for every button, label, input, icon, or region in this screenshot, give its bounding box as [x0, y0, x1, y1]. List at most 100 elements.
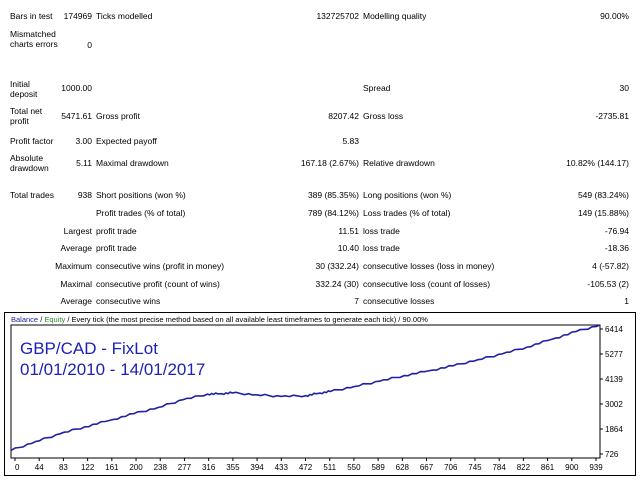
series-line-balance — [10, 324, 601, 452]
x-tick-label: 822 — [517, 463, 531, 472]
gross-profit-label: Gross profit — [96, 111, 140, 121]
balance-chart: Balance / Equity / Every tick (the most … — [4, 312, 636, 476]
spread-value: 30 — [619, 83, 629, 93]
largest-profit-label: profit trade — [96, 226, 137, 236]
average-loss-value: -18.36 — [604, 243, 629, 253]
modelling-quality-label: Modelling quality — [363, 11, 427, 21]
x-tick-label: 589 — [371, 463, 385, 472]
loss-trades-value: 149 (15.88%) — [577, 208, 629, 218]
legend-separator: / — [38, 315, 44, 324]
x-tick-label: 511 — [323, 463, 336, 472]
chart-header: Balance / Equity / Every tick (the most … — [11, 315, 428, 324]
x-tick-label: 433 — [275, 463, 289, 472]
total-trades-label: Total trades — [10, 190, 54, 200]
y-tick-label: 3002 — [605, 400, 623, 409]
bars-in-test-value: 174969 — [63, 11, 92, 21]
x-tick-label: 0 — [15, 463, 20, 472]
largest-profit-value: 11.51 — [338, 226, 359, 236]
maximum-wins-value: 30 (332.24) — [315, 261, 359, 271]
x-tick-label: 745 — [468, 463, 482, 472]
maximum-losses-label: consecutive losses (loss in money) — [363, 261, 495, 271]
maximal-label: Maximal — [60, 279, 92, 289]
ticks-modelled-value: 132725702 — [316, 11, 359, 21]
maximum-losses-value: 4 (-57.82) — [592, 261, 629, 271]
x-tick-label: 706 — [444, 463, 458, 472]
x-tick-label: 628 — [396, 463, 410, 472]
short-positions-label: Short positions (won %) — [96, 190, 186, 200]
x-tick-label: 900 — [565, 463, 579, 472]
profit-trades-label: Profit trades (% of total) — [96, 208, 186, 218]
gross-loss-label: Gross loss — [363, 111, 404, 121]
y-tick-label: 6414 — [605, 325, 623, 334]
maximal-drawdown-value: 167.18 (2.67%) — [300, 158, 359, 168]
chart-overlay-title: GBP/CAD - FixLot — [20, 339, 158, 358]
maximal-losses-label: consecutive loss (count of losses) — [363, 279, 491, 289]
bars-in-test-label: Bars in test — [10, 11, 53, 21]
short-positions-value: 389 (85.35%) — [307, 190, 359, 200]
x-tick-label: 44 — [35, 463, 44, 472]
x-tick-label: 122 — [81, 463, 95, 472]
maximal-losses-value: -105.53 (2) — [587, 279, 629, 289]
x-tick-label: 472 — [299, 463, 313, 472]
spread-label: Spread — [363, 83, 391, 93]
ticks-modelled-label: Ticks modelled — [96, 11, 153, 21]
balance-chart-svg: Balance / Equity / Every tick (the most … — [4, 312, 636, 476]
total-trades-value: 938 — [77, 190, 92, 200]
x-tick-label: 161 — [105, 463, 119, 472]
loss-trades-label: Loss trades (% of total) — [363, 208, 451, 218]
expected-payoff-value: 5.83 — [342, 136, 359, 146]
maximal-drawdown-label: Maximal drawdown — [96, 158, 169, 168]
chart-outer-border — [4, 312, 636, 476]
absolute-drawdown-label: Absolute drawdown — [10, 153, 49, 173]
maximal-wins-label: consecutive profit (count of wins) — [96, 279, 220, 289]
profit-factor-label: Profit factor — [10, 136, 54, 146]
average-profit-value: 10.40 — [337, 243, 359, 253]
x-tick-label: 83 — [59, 463, 68, 472]
plot-layer — [10, 324, 601, 452]
x-tick-label: 550 — [347, 463, 361, 472]
expected-payoff-label: Expected payoff — [96, 136, 157, 146]
modelling-quality-value: 90.00% — [600, 11, 629, 21]
largest-loss-label: loss trade — [363, 226, 400, 236]
total-net-profit-value: 5471.61 — [61, 111, 92, 121]
y-tick-label: 1864 — [605, 425, 623, 434]
average-consecutive-losses-value: 1 — [624, 296, 629, 306]
x-tick-label: 939 — [589, 463, 603, 472]
gross-loss-value: -2735.81 — [595, 111, 629, 121]
x-tick-label: 316 — [202, 463, 216, 472]
y-tick-label: 726 — [605, 450, 619, 459]
mismatched-errors-value: 0 — [87, 40, 92, 50]
y-tick-label: 4139 — [605, 375, 623, 384]
total-net-profit-label: Total net profit — [10, 106, 43, 126]
maximum-label: Maximum — [55, 261, 92, 271]
x-tick-label: 784 — [492, 463, 506, 472]
x-tick-label: 277 — [178, 463, 192, 472]
relative-drawdown-label: Relative drawdown — [363, 158, 435, 168]
gross-profit-value: 8207.42 — [328, 111, 359, 121]
average-loss-label: loss trade — [363, 243, 400, 253]
largest-loss-value: -76.94 — [604, 226, 629, 236]
profit-factor-value: 3.00 — [75, 136, 92, 146]
largest-label: Largest — [63, 226, 92, 236]
y-axis-ticks: 6414 5277 4139 3002 1864 726 — [600, 325, 623, 459]
y-tick-label: 5277 — [605, 350, 623, 359]
average-consecutive-wins-label: consecutive wins — [96, 296, 161, 306]
x-tick-label: 394 — [250, 463, 264, 472]
balance-legend-text: Balance — [11, 315, 38, 324]
x-tick-label: 355 — [226, 463, 240, 472]
initial-deposit-label: Initial deposit — [10, 79, 38, 99]
maximal-wins-value: 332.24 (30) — [315, 279, 359, 289]
average-consecutive-losses-label: consecutive losses — [363, 296, 435, 306]
long-positions-label: Long positions (won %) — [363, 190, 452, 200]
relative-drawdown-value: 10.82% (144.17) — [566, 158, 629, 168]
chart-overlay-dates: 01/01/2010 - 14/01/2017 — [20, 360, 205, 379]
mismatched-errors-label: Mismatched charts errors — [10, 29, 58, 49]
initial-deposit-value: 1000.00 — [61, 83, 92, 93]
equity-legend-text: Equity — [44, 315, 65, 324]
long-positions-value: 549 (83.24%) — [577, 190, 629, 200]
average-consecutive-wins-value: 7 — [354, 296, 359, 306]
x-tick-label: 861 — [541, 463, 555, 472]
profit-trades-value: 789 (84.12%) — [307, 208, 359, 218]
maximum-wins-label: consecutive wins (profit in money) — [96, 261, 225, 271]
x-axis-ticks: 0 44 83 122 161 200 238 277 316 355 394 433 472 511 55… — [14, 458, 603, 472]
